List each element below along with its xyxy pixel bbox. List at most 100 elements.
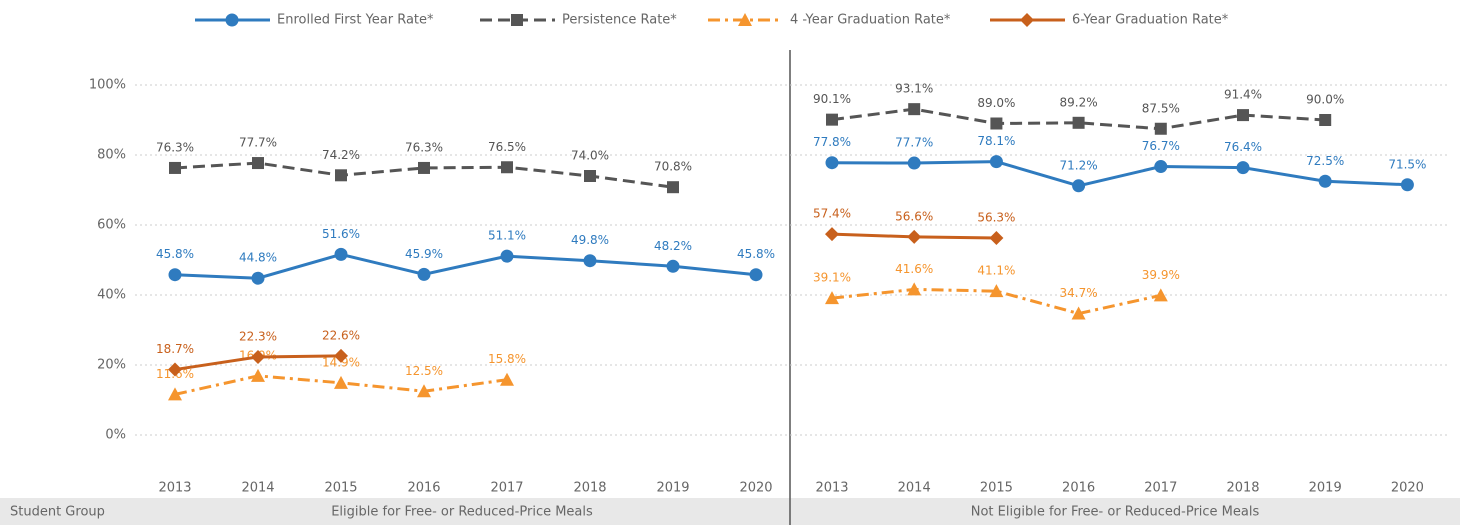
value-label: 12.5% xyxy=(405,364,443,378)
value-label: 93.1% xyxy=(895,82,933,96)
point xyxy=(584,170,596,182)
x-tick-label: 2016 xyxy=(407,481,440,496)
point xyxy=(1154,160,1168,174)
point xyxy=(168,268,182,282)
x-tick-label: 2020 xyxy=(1391,481,1424,496)
panel-label: Eligible for Free- or Reduced-Price Meal… xyxy=(331,505,593,520)
x-tick-label: 2015 xyxy=(980,481,1013,496)
value-label: 51.6% xyxy=(322,227,360,241)
y-tick-label: 80% xyxy=(97,148,126,163)
point xyxy=(169,161,181,174)
y-tick-label: 0% xyxy=(105,428,126,443)
point xyxy=(825,156,839,170)
point xyxy=(251,368,265,382)
point xyxy=(335,169,347,182)
value-label: 39.9% xyxy=(1142,268,1180,282)
y-tick-label: 100% xyxy=(89,78,126,93)
point xyxy=(1319,114,1332,126)
x-tick-label: 2014 xyxy=(898,481,931,496)
value-label: 76.7% xyxy=(1142,139,1180,153)
x-tick-label: 2014 xyxy=(241,481,274,496)
point xyxy=(990,117,1003,130)
point xyxy=(1154,122,1167,135)
point xyxy=(168,362,182,377)
series-line xyxy=(831,287,1162,316)
point xyxy=(825,227,839,242)
series-line xyxy=(831,160,1408,188)
value-label: 77.8% xyxy=(813,135,851,149)
point xyxy=(500,372,514,386)
point xyxy=(907,229,922,244)
point xyxy=(1318,174,1332,188)
point xyxy=(251,349,265,364)
y-tick-label: 20% xyxy=(97,358,126,373)
point xyxy=(749,268,763,282)
point xyxy=(826,113,838,126)
value-label: 44.8% xyxy=(239,251,277,265)
point xyxy=(907,156,921,170)
x-tick-label: 2017 xyxy=(1144,481,1177,496)
y-tick-label: 40% xyxy=(97,288,126,303)
value-label: 74.2% xyxy=(322,148,360,162)
value-label: 22.6% xyxy=(322,328,360,342)
value-label: 89.2% xyxy=(1060,95,1098,109)
value-label: 48.2% xyxy=(654,239,692,253)
value-label: 41.6% xyxy=(895,262,933,276)
point xyxy=(252,157,264,170)
point xyxy=(738,13,752,26)
value-label: 49.8% xyxy=(571,233,609,247)
point xyxy=(334,348,348,363)
point xyxy=(417,384,431,398)
point xyxy=(1153,288,1168,302)
group-label: Student Group xyxy=(10,505,105,520)
series-line xyxy=(174,252,757,280)
value-label: 57.4% xyxy=(813,207,851,221)
x-tick-label: 2015 xyxy=(324,481,357,496)
panel-label: Not Eligible for Free- or Reduced-Price … xyxy=(971,505,1260,520)
point xyxy=(908,103,921,116)
value-label: 45.8% xyxy=(737,247,775,261)
value-label: 45.9% xyxy=(405,247,443,261)
value-label: 78.1% xyxy=(977,134,1015,148)
x-tick-label: 2013 xyxy=(158,481,191,496)
x-tick-label: 2020 xyxy=(739,481,772,496)
value-label: 39.1% xyxy=(813,271,851,285)
point xyxy=(334,375,348,389)
value-label: 90.0% xyxy=(1306,93,1344,107)
point xyxy=(583,254,597,268)
value-label: 91.4% xyxy=(1224,88,1262,102)
value-label: 71.5% xyxy=(1388,157,1426,171)
value-label: 90.1% xyxy=(813,92,851,106)
point xyxy=(1071,306,1086,320)
point xyxy=(989,230,1004,245)
legend-label: Persistence Rate* xyxy=(562,13,677,28)
value-label: 18.7% xyxy=(156,342,194,356)
value-label: 15.8% xyxy=(488,352,526,366)
point xyxy=(666,259,680,273)
point xyxy=(511,14,523,26)
x-tick-label: 2019 xyxy=(1309,481,1342,496)
x-tick-label: 2017 xyxy=(490,481,523,496)
point xyxy=(989,155,1003,169)
point xyxy=(251,271,265,285)
point xyxy=(500,249,514,263)
x-tick-label: 2013 xyxy=(815,481,848,496)
value-label: 74.0% xyxy=(571,149,609,163)
point xyxy=(501,161,513,174)
value-label: 41.1% xyxy=(977,264,1015,278)
value-label: 76.4% xyxy=(1224,140,1262,154)
point xyxy=(417,267,431,281)
point xyxy=(334,247,348,261)
x-tick-label: 2018 xyxy=(1226,481,1259,496)
point xyxy=(825,291,839,305)
point xyxy=(667,181,679,194)
value-label: 89.0% xyxy=(977,96,1015,110)
value-label: 22.3% xyxy=(239,329,277,343)
value-label: 76.3% xyxy=(405,140,443,154)
value-label: 77.7% xyxy=(239,136,277,150)
point xyxy=(1072,116,1085,129)
value-label: 76.3% xyxy=(156,140,194,154)
point xyxy=(1072,179,1086,193)
group-strip xyxy=(0,498,1460,525)
value-label: 70.8% xyxy=(654,160,692,174)
